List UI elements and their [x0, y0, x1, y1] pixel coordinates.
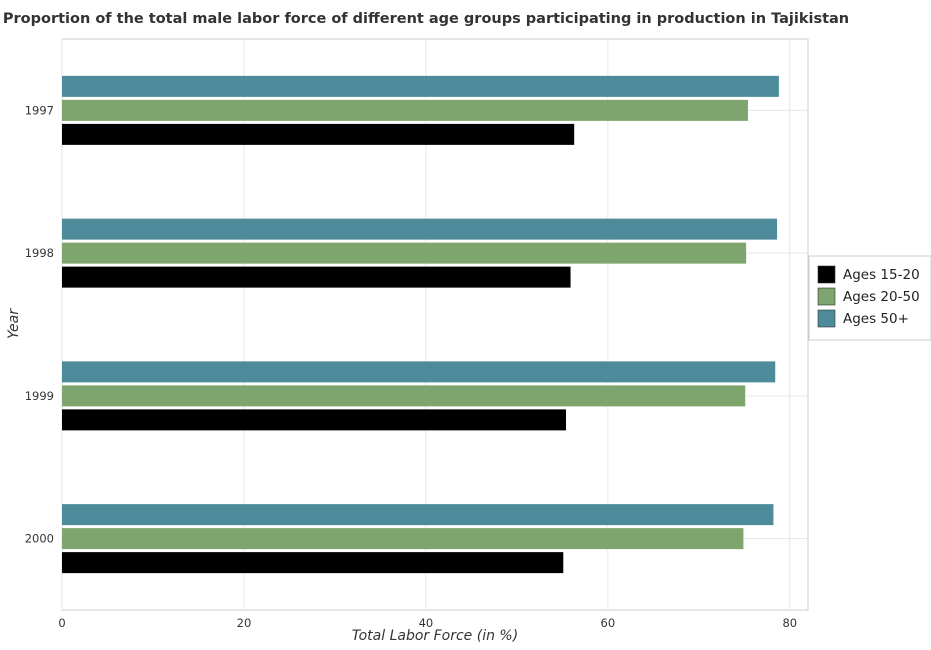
bar-ages-20-50-1997	[62, 99, 748, 121]
x-tick-label: 20	[237, 616, 252, 630]
bar-ages-20-50-1999	[62, 385, 746, 407]
bar-ages-50--1999	[62, 361, 776, 383]
legend-label: Ages 15-20	[843, 267, 920, 283]
bar-ages-20-50-1998	[62, 242, 747, 264]
legend-swatch	[817, 309, 836, 328]
y-tick-label: 1997	[25, 103, 54, 117]
y-tick-label: 1998	[25, 246, 54, 260]
y-tick-label: 1999	[25, 389, 54, 403]
x-axis-ticks: 0 20 40 60 80	[58, 616, 797, 630]
legend: Ages 15-20 Ages 20-50 Ages 50+	[808, 255, 931, 341]
bar-ages-15-20-1998	[62, 266, 571, 288]
legend-label: Ages 50+	[843, 311, 909, 327]
bar-ages-50--1998	[62, 218, 778, 240]
x-tick-label: 0	[58, 616, 65, 630]
x-tick-label: 60	[601, 616, 616, 630]
bar-ages-50--2000	[62, 504, 774, 526]
plot-area	[61, 38, 809, 611]
legend-swatch	[817, 265, 836, 284]
legend-swatch	[817, 287, 836, 306]
y-axis-ticks: 1997 1998 1999 2000	[25, 103, 54, 545]
bar-ages-50--1997	[62, 75, 779, 97]
y-axis-label: Year	[6, 308, 22, 339]
bars	[62, 75, 779, 574]
bar-ages-15-20-1997	[62, 123, 575, 145]
legend-label: Ages 20-50	[843, 289, 920, 305]
x-axis-label: Total Labor Force (in %)	[352, 628, 518, 644]
x-tick-label: 80	[782, 616, 797, 630]
x-tick-label: 40	[419, 616, 434, 630]
bar-ages-15-20-1999	[62, 409, 567, 431]
bar-ages-15-20-2000	[62, 552, 564, 574]
y-tick-label: 2000	[25, 532, 54, 546]
bar-ages-20-50-2000	[62, 528, 744, 550]
chart-title: Proportion of the total male labor force…	[3, 11, 849, 27]
